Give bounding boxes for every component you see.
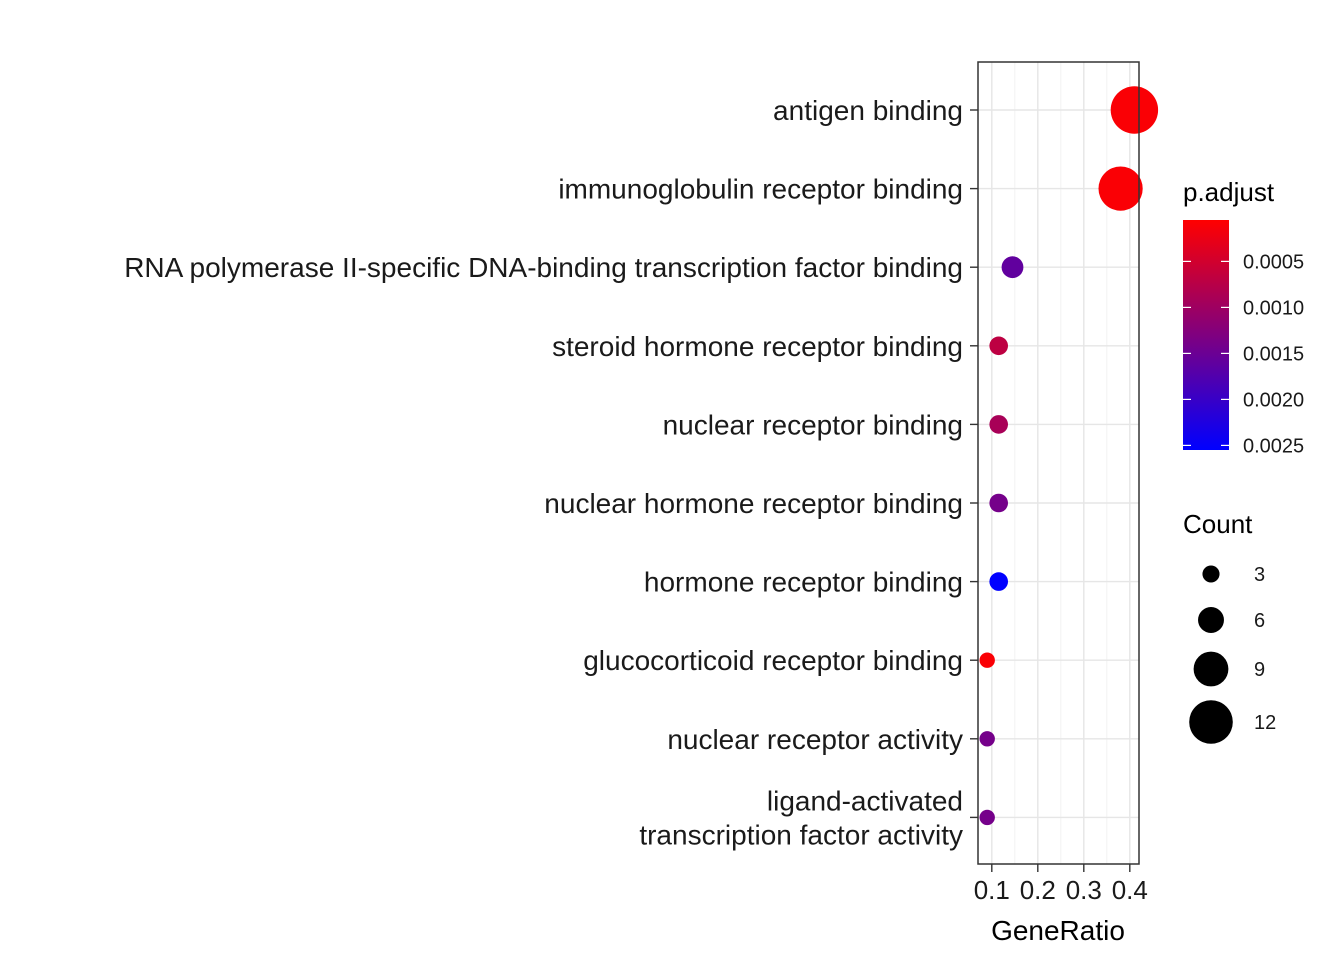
size-legend-keys: 3 6 9 12 bbox=[1189, 564, 1276, 744]
size-legend-key bbox=[1198, 607, 1224, 633]
size-legend-label: 6 bbox=[1254, 610, 1265, 632]
data-point bbox=[1098, 166, 1143, 211]
data-point bbox=[979, 731, 995, 747]
y-tick-label: hormone receptor binding bbox=[644, 567, 963, 598]
data-point bbox=[1110, 86, 1159, 134]
color-bar-label: 0.0020 bbox=[1243, 389, 1304, 411]
color-bar-label: 0.0005 bbox=[1243, 251, 1304, 273]
data-point bbox=[1001, 256, 1024, 279]
y-tick-label: steroid hormone receptor binding bbox=[552, 331, 963, 362]
size-legend-key bbox=[1189, 700, 1233, 744]
data-point bbox=[989, 493, 1008, 513]
color-legend-title: p.adjust bbox=[1183, 177, 1275, 207]
color-bar-label: 0.0010 bbox=[1243, 297, 1304, 319]
data-point bbox=[979, 809, 995, 826]
x-tick-label: 0.4 bbox=[1112, 875, 1148, 905]
data-point bbox=[979, 652, 995, 668]
y-tick-label: nuclear hormone receptor binding bbox=[544, 488, 963, 519]
x-tick-label: 0.2 bbox=[1020, 875, 1056, 905]
data-points bbox=[979, 86, 1159, 826]
color-legend: p.adjust 0.0005 0.0010 0.0015 0.0020 0.0025 bbox=[1183, 177, 1304, 457]
y-axis: antigen binding immunoglobulin receptor b… bbox=[124, 95, 978, 850]
y-tick-label: RNA polymerase II-specific DNA-binding t… bbox=[124, 252, 963, 283]
size-legend-label: 9 bbox=[1254, 659, 1265, 681]
y-tick-label: nuclear receptor binding bbox=[663, 409, 963, 440]
y-tick-label: antigen binding bbox=[773, 95, 963, 126]
data-point bbox=[989, 572, 1008, 591]
x-axis-title: GeneRatio bbox=[991, 915, 1125, 946]
color-bar-label: 0.0015 bbox=[1243, 343, 1304, 365]
color-bar bbox=[1183, 220, 1229, 450]
y-tick-label: immunoglobulin receptor binding bbox=[558, 174, 963, 205]
data-point bbox=[989, 336, 1008, 356]
size-legend-label: 12 bbox=[1254, 712, 1276, 734]
y-tick-label: ligand-activated bbox=[767, 785, 963, 816]
plot-panel-border bbox=[977, 61, 1140, 865]
size-legend-key bbox=[1202, 565, 1220, 583]
size-legend-label: 3 bbox=[1254, 564, 1265, 586]
color-bar-ticks: 0.0005 0.0010 0.0015 0.0020 0.0025 bbox=[1183, 251, 1304, 457]
x-axis: 0.1 0.2 0.3 0.4 bbox=[974, 864, 1148, 905]
x-tick-label: 0.3 bbox=[1066, 875, 1102, 905]
color-bar-label: 0.0025 bbox=[1243, 435, 1304, 457]
data-point bbox=[989, 415, 1008, 434]
y-tick-label: nuclear receptor activity bbox=[667, 724, 963, 755]
size-legend-title: Count bbox=[1183, 509, 1253, 539]
size-legend: Count 3 6 9 12 bbox=[1183, 509, 1276, 744]
y-tick-label: glucocorticoid receptor binding bbox=[583, 645, 963, 676]
size-legend-key bbox=[1193, 651, 1229, 687]
x-tick-label: 0.1 bbox=[974, 875, 1010, 905]
y-tick-label: transcription factor activity bbox=[639, 819, 963, 850]
